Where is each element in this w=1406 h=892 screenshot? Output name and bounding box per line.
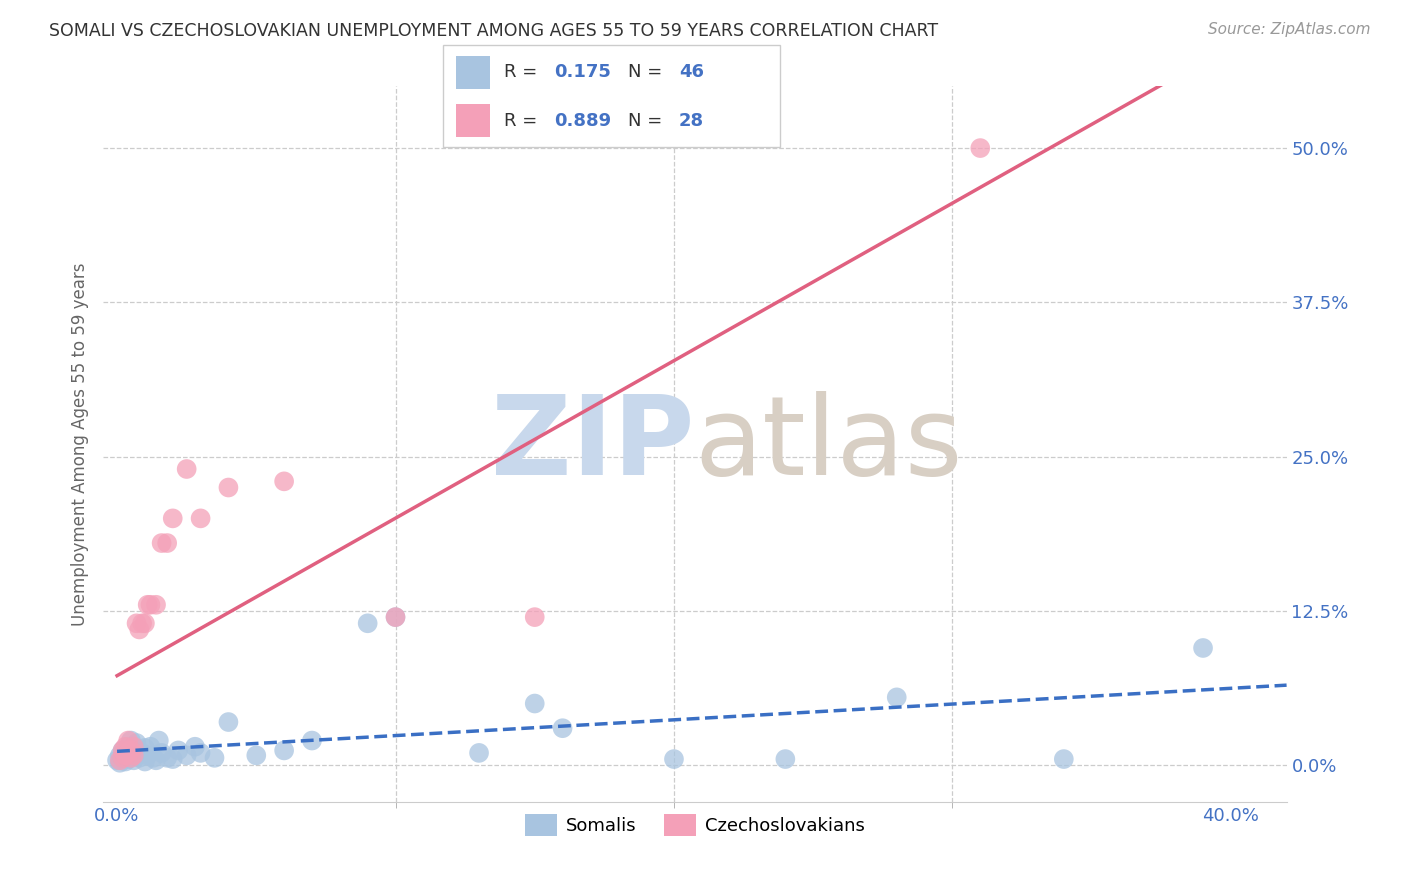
Point xyxy=(148,733,170,747)
Text: N =: N = xyxy=(628,63,668,81)
Point xyxy=(1053,752,1076,766)
Point xyxy=(117,752,139,766)
Point xyxy=(523,697,546,711)
Point xyxy=(117,739,139,754)
Point xyxy=(969,141,991,155)
Point xyxy=(301,733,323,747)
Point xyxy=(139,739,162,754)
Point xyxy=(120,733,142,747)
Point xyxy=(190,511,212,525)
Point xyxy=(122,753,145,767)
Point xyxy=(356,616,378,631)
Text: ZIP: ZIP xyxy=(492,391,695,498)
Point xyxy=(108,756,131,770)
Point xyxy=(775,752,797,766)
Point xyxy=(125,748,148,763)
Point xyxy=(1192,640,1215,655)
Point xyxy=(217,481,239,495)
Point xyxy=(114,739,136,754)
Point xyxy=(167,743,190,757)
Point xyxy=(156,751,179,765)
Point xyxy=(114,748,136,763)
Point xyxy=(176,462,198,476)
Point xyxy=(204,751,226,765)
Point xyxy=(108,748,131,763)
Text: 0.175: 0.175 xyxy=(554,63,612,81)
Point xyxy=(384,610,406,624)
Point xyxy=(245,748,267,763)
Point xyxy=(111,751,134,765)
Point xyxy=(114,746,136,760)
Point xyxy=(120,751,142,765)
Text: 46: 46 xyxy=(679,63,704,81)
Point xyxy=(134,741,156,756)
Text: N =: N = xyxy=(628,112,668,129)
Point xyxy=(150,536,173,550)
Point xyxy=(134,755,156,769)
Point xyxy=(468,746,491,760)
Text: SOMALI VS CZECHOSLOVAKIAN UNEMPLOYMENT AMONG AGES 55 TO 59 YEARS CORRELATION CHA: SOMALI VS CZECHOSLOVAKIAN UNEMPLOYMENT A… xyxy=(49,22,938,40)
Point xyxy=(523,610,546,624)
Text: R =: R = xyxy=(503,112,543,129)
Text: atlas: atlas xyxy=(695,391,963,498)
FancyBboxPatch shape xyxy=(443,45,780,147)
Point xyxy=(111,743,134,757)
Point xyxy=(662,752,685,766)
Point xyxy=(134,616,156,631)
Point xyxy=(108,753,131,767)
Text: Source: ZipAtlas.com: Source: ZipAtlas.com xyxy=(1208,22,1371,37)
Text: 28: 28 xyxy=(679,112,704,129)
Text: 0.889: 0.889 xyxy=(554,112,612,129)
Point xyxy=(273,743,295,757)
Text: R =: R = xyxy=(503,63,543,81)
Point xyxy=(886,690,908,705)
Point xyxy=(384,610,406,624)
Point xyxy=(217,714,239,729)
Point xyxy=(117,733,139,747)
Point xyxy=(150,746,173,760)
Point xyxy=(105,753,128,767)
FancyBboxPatch shape xyxy=(457,56,491,88)
Point xyxy=(131,746,153,760)
Point xyxy=(190,746,212,760)
Point xyxy=(145,598,167,612)
Point xyxy=(162,752,184,766)
FancyBboxPatch shape xyxy=(457,104,491,137)
Point xyxy=(131,616,153,631)
Point xyxy=(120,749,142,764)
Point xyxy=(162,511,184,525)
Point xyxy=(122,739,145,754)
Point xyxy=(125,736,148,750)
Point xyxy=(156,536,179,550)
Point xyxy=(111,751,134,765)
Legend: Somalis, Czechoslovakians: Somalis, Czechoslovakians xyxy=(517,807,872,843)
Point xyxy=(136,748,159,763)
Point xyxy=(142,751,165,765)
Point xyxy=(122,743,145,757)
Point xyxy=(125,616,148,631)
Point xyxy=(184,739,207,754)
Point xyxy=(176,748,198,763)
Point xyxy=(128,751,150,765)
Y-axis label: Unemployment Among Ages 55 to 59 years: Unemployment Among Ages 55 to 59 years xyxy=(72,262,89,626)
Point xyxy=(114,755,136,769)
Point xyxy=(273,475,295,489)
Point xyxy=(139,598,162,612)
Point xyxy=(128,623,150,637)
Point xyxy=(551,721,574,735)
Point xyxy=(145,753,167,767)
Point xyxy=(111,743,134,757)
Point xyxy=(136,598,159,612)
Point xyxy=(122,748,145,763)
Point xyxy=(120,743,142,757)
Point xyxy=(117,746,139,760)
